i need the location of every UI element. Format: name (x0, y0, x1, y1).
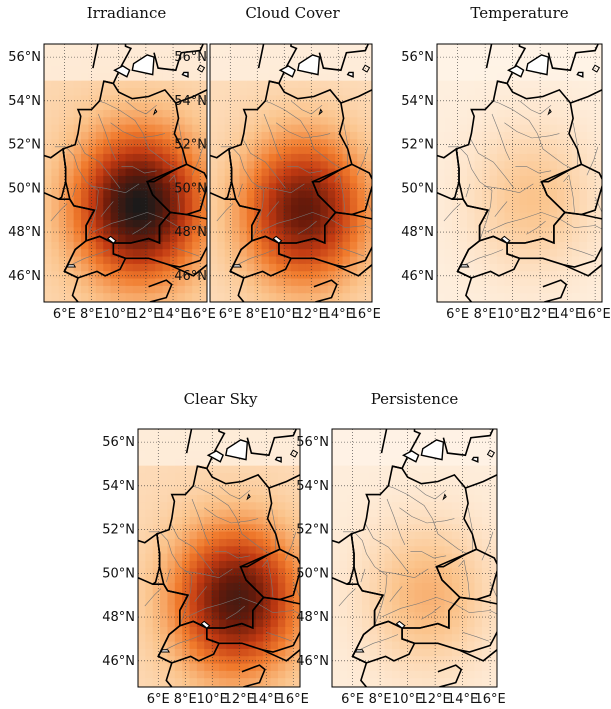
map-panel-temperature: 46°N 48°N 50°N 52°N 54°N 56°N 6°E 8°E 10°E12°E14… (401, 43, 611, 322)
lat-tick-label: 56°N (102, 435, 135, 450)
lat-tick-label: 48°N (174, 225, 207, 240)
lat-tick-label: 46°N (174, 269, 207, 284)
lat-tick-label: 52°N (174, 138, 207, 153)
lon-tick-label: 6°E (219, 307, 242, 322)
lon-tick-label: 16°E (185, 307, 216, 322)
heatmap-layer (332, 429, 497, 687)
lon-tick-label: 6°E (341, 692, 364, 707)
map-panel-clear-sky: 46°N 48°N 50°N 52°N 54°N 56°N 6°E 8°E 10°E12°E14… (102, 428, 309, 707)
lat-tick-label: 56°N (8, 50, 41, 65)
lon-tick-label: 16°E (474, 692, 505, 707)
lat-tick-label: 50°N (401, 181, 434, 196)
panel-title-clear-sky: Clear Sky (183, 390, 258, 408)
lat-tick-label: 50°N (174, 181, 207, 196)
lon-tick-label: 6°E (147, 692, 170, 707)
panel-title-persistence: Persistence (370, 390, 459, 408)
lon-tick-label: 12°E (524, 307, 555, 322)
lat-tick-label: 56°N (296, 435, 329, 450)
map-panel-cloud-cover: 46°N 48°N 50°N 52°N 54°N 56°N 6°E 8°E 10°E12°E14… (174, 43, 381, 322)
map-frame (137, 428, 301, 688)
lon-tick-label: 14°E (447, 692, 478, 707)
lon-tick-label: 12°E (130, 307, 161, 322)
map-frame (436, 43, 603, 303)
lon-tick-label: 8°E (174, 692, 197, 707)
panel-title-irradiance: Irradiance (86, 4, 167, 22)
lon-tick-label: 10°E (103, 307, 134, 322)
map-frame (209, 43, 373, 303)
lat-tick-label: 52°N (8, 138, 41, 153)
panel-title-cloud-cover: Cloud Cover (245, 4, 340, 22)
lat-tick-label: 54°N (102, 479, 135, 494)
lat-tick-label: 46°N (401, 269, 434, 284)
lon-tick-label: 8°E (80, 307, 103, 322)
lat-tick-label: 50°N (102, 566, 135, 581)
lat-tick-label: 52°N (296, 523, 329, 538)
lat-tick-label: 46°N (8, 269, 41, 284)
heatmap-layer (437, 44, 602, 302)
lat-tick-label: 48°N (102, 610, 135, 625)
lon-tick-label: 14°E (323, 307, 354, 322)
lon-tick-label: 6°E (53, 307, 76, 322)
lon-tick-label: 10°E (497, 307, 528, 322)
lon-tick-label: 14°E (552, 307, 583, 322)
lon-tick-label: 14°E (251, 692, 282, 707)
lon-tick-label: 16°E (350, 307, 381, 322)
lon-tick-label: 10°E (392, 692, 423, 707)
lat-tick-label: 52°N (102, 523, 135, 538)
heatmap-layer (210, 44, 372, 302)
lat-tick-label: 54°N (8, 94, 41, 109)
panel-title-temperature: Temperature (470, 4, 569, 22)
lat-tick-label: 46°N (296, 654, 329, 669)
lat-tick-label: 48°N (401, 225, 434, 240)
lat-tick-label: 54°N (296, 479, 329, 494)
map-frame (331, 428, 498, 688)
lat-tick-label: 56°N (174, 50, 207, 65)
lon-tick-label: 8°E (369, 692, 392, 707)
lat-tick-label: 46°N (102, 654, 135, 669)
map-panel-irradiance: 46°N 48°N 50°N 52°N 54°N 56°N 6°E 8°E 10°E12°E14… (8, 43, 216, 322)
lat-tick-label: 50°N (296, 566, 329, 581)
lat-tick-label: 54°N (401, 94, 434, 109)
lat-tick-label: 56°N (401, 50, 434, 65)
lon-tick-label: 10°E (197, 692, 228, 707)
lon-tick-label: 16°E (579, 307, 610, 322)
heatmap-layer (138, 429, 300, 687)
lon-tick-label: 12°E (296, 307, 327, 322)
lon-tick-label: 10°E (269, 307, 300, 322)
lat-tick-label: 54°N (174, 94, 207, 109)
lat-tick-label: 50°N (8, 181, 41, 196)
lat-tick-label: 48°N (296, 610, 329, 625)
lon-tick-label: 12°E (224, 692, 255, 707)
lon-tick-label: 8°E (474, 307, 497, 322)
lon-tick-label: 12°E (419, 692, 450, 707)
lat-tick-label: 48°N (8, 225, 41, 240)
lon-tick-label: 8°E (246, 307, 269, 322)
map-frame (43, 43, 208, 303)
map-panel-persistence: 46°N 48°N 50°N 52°N 54°N 56°N 6°E 8°E 10°E12°E14… (296, 428, 506, 707)
lat-tick-label: 52°N (401, 138, 434, 153)
lon-tick-label: 14°E (157, 307, 188, 322)
lon-tick-label: 16°E (278, 692, 309, 707)
lon-tick-label: 6°E (446, 307, 469, 322)
